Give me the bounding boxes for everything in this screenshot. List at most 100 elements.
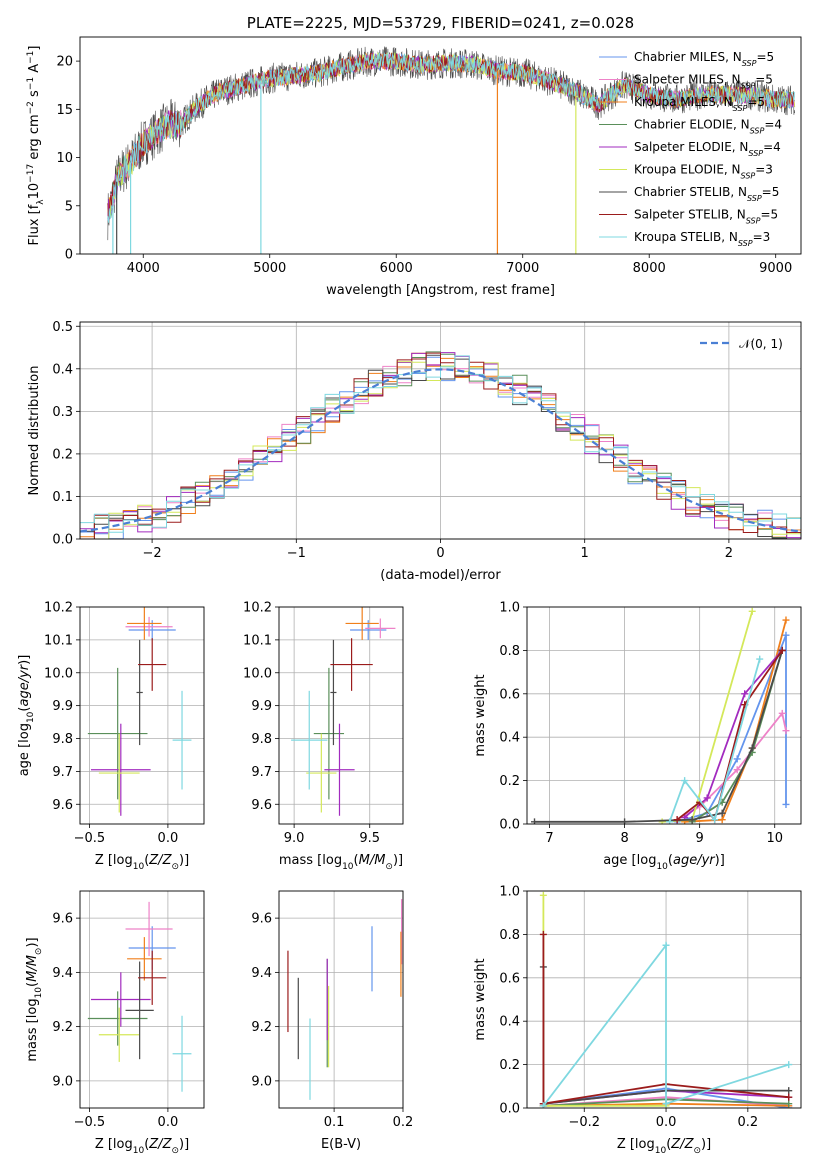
x-tick-label: 8000 (633, 261, 666, 276)
mass-weight-marker (718, 809, 726, 817)
x-tick-label: 8 (620, 831, 628, 846)
x-tick-label: 7000 (506, 261, 539, 276)
y-tick-label: 9.9 (251, 699, 272, 714)
plot-area-mass_weight_vs_Z (539, 891, 793, 1108)
normal-curve (80, 368, 801, 533)
mass-weight-marker (785, 1100, 793, 1108)
errorbar-point (90, 972, 151, 1027)
errorbar-point (127, 937, 162, 981)
y-tick-label: 5 (65, 199, 73, 214)
y-tick-label: 1.0 (499, 601, 520, 616)
axes-mass_vs_Z: −0.5 0.0 9.0 9.2 9.4 9.6 (52, 890, 205, 1130)
mass-weight-marker (785, 1093, 793, 1101)
x-tick-label: −0.5 (74, 831, 106, 846)
errorbar-point (125, 961, 154, 1060)
x-tick-label: −2 (143, 546, 162, 561)
y-tick-label: 10.2 (243, 601, 272, 616)
y-tick-label: 0.5 (52, 320, 73, 335)
axes-spectrum: 4000 5000 6000 7000 8000 9000 0 5 10 15 20 (56, 36, 802, 276)
errorbar-point (90, 723, 151, 816)
legend-entry: Chabrier STELIB, NSSP=5 (634, 185, 779, 203)
y-tick-label: 0 (65, 248, 73, 263)
legend-entry: Chabrier ELODIE, NSSP=4 (634, 118, 782, 136)
y-tick-label: 10.0 (243, 666, 272, 681)
x-axis-label: wavelength [Angstrom, rest frame] (326, 283, 555, 298)
legend-entry: Salpeter ELODIE, NSSP=4 (634, 140, 781, 158)
mass-weight-marker (531, 818, 539, 824)
axes-frame (278, 890, 404, 1109)
legend-entry: Chabrier MILES, NSSP=5 (634, 50, 774, 68)
mass-weight-marker (539, 1102, 547, 1108)
x-axis-label: E(B-V) (321, 1137, 361, 1152)
plot-area-mass_vs_Z (87, 901, 192, 1092)
x-tick-label: 0.0 (158, 831, 179, 846)
y-tick-label: 9.0 (251, 1074, 272, 1089)
y-tick-label: 0.0 (499, 1102, 520, 1117)
mass-weight-marker (785, 1061, 793, 1069)
mass-weight-marker (741, 690, 749, 698)
mass-weight-line (662, 611, 754, 823)
y-tick-label: 9.7 (52, 765, 73, 780)
mass-weight-marker (756, 655, 764, 663)
plot-area-spectrum (107, 46, 796, 254)
histogram-step (80, 352, 801, 539)
y-tick-label: 9.8 (251, 732, 272, 747)
y-axis-label: Flux [fλ10−17 erg cm−2 s−1 A−1] (26, 46, 46, 246)
legend-entry: Salpeter STELIB, NSSP=5 (634, 208, 778, 226)
y-tick-label: 0.4 (499, 1015, 520, 1030)
y-tick-label: 10.2 (44, 601, 73, 616)
x-tick-label: 2 (725, 546, 733, 561)
y-tick-label: 0.6 (499, 687, 520, 702)
y-tick-label: 0.6 (499, 971, 520, 986)
x-tick-label: 1 (581, 546, 589, 561)
mass-weight-marker (785, 1087, 793, 1095)
errorbar-point (138, 638, 167, 691)
mass-weight-marker (782, 616, 790, 624)
x-tick-label: 7 (545, 831, 553, 846)
x-axis-label: mass [log10(M/M⊙)] (279, 853, 403, 872)
legend-entry: Salpeter MILES, NSSP=5 (634, 73, 773, 91)
x-tick-label: −0.5 (74, 1115, 106, 1130)
plot-area-residuals (80, 351, 801, 539)
y-tick-label: 0.2 (52, 447, 73, 462)
mass-weight-marker (539, 930, 547, 938)
mass-weight-marker (718, 816, 726, 824)
y-tick-label: 9.9 (52, 699, 73, 714)
y-tick-label: 9.0 (52, 1074, 73, 1089)
y-axis-label: mass [log10(M/M⊙)] (25, 937, 44, 1061)
y-tick-label: 0.2 (499, 774, 520, 789)
y-tick-label: 0.0 (499, 818, 520, 833)
errorbar-point (125, 616, 173, 637)
y-tick-label: 0.4 (499, 731, 520, 746)
y-tick-label: 9.7 (251, 765, 272, 780)
x-axis-label: Z [log10(Z/Z⊙)] (95, 1137, 189, 1156)
errorbar-point (87, 991, 148, 1046)
y-tick-label: 9.6 (52, 798, 73, 813)
x-tick-label: 6000 (380, 261, 413, 276)
mass-weight-marker (662, 1100, 670, 1108)
x-axis-label: Z [log10(Z/Z⊙)] (95, 853, 189, 872)
spectrum-line (107, 52, 796, 223)
errorbar-point (136, 639, 143, 746)
y-tick-label: 9.6 (251, 798, 272, 813)
x-tick-label: 9.5 (359, 831, 380, 846)
axes-frame (526, 890, 802, 1109)
y-tick-label: 0.0 (52, 533, 73, 548)
axes-frame (79, 606, 205, 825)
y-tick-label: 9.2 (52, 1020, 73, 1035)
histogram-step (80, 355, 801, 539)
x-tick-label: 10 (766, 831, 783, 846)
x-tick-label: 0.0 (158, 1115, 179, 1130)
errorbar-point (87, 667, 148, 800)
mass-weight-line (534, 650, 784, 823)
y-tick-label: 1.0 (499, 885, 520, 900)
axes-mass_weight_vs_Z: −0.2 0.0 0.2 0.0 0.2 0.4 0.6 0.8 1.0 (499, 885, 802, 1130)
legend-entry: Kroupa STELIB, NSSP=3 (634, 230, 770, 248)
x-tick-label: −1 (287, 546, 306, 561)
errorbar-point (125, 901, 173, 957)
y-tick-label: 10.1 (44, 633, 73, 648)
y-axis-label: mass weight (473, 674, 488, 756)
x-axis-label: (data-model)/error (380, 568, 501, 583)
axes-age_vs_Z: −0.5 0.0 9.6 9.7 9.8 9.9 10.0 10.1 10.2 (44, 601, 205, 846)
y-axis-label: mass weight (473, 958, 488, 1040)
